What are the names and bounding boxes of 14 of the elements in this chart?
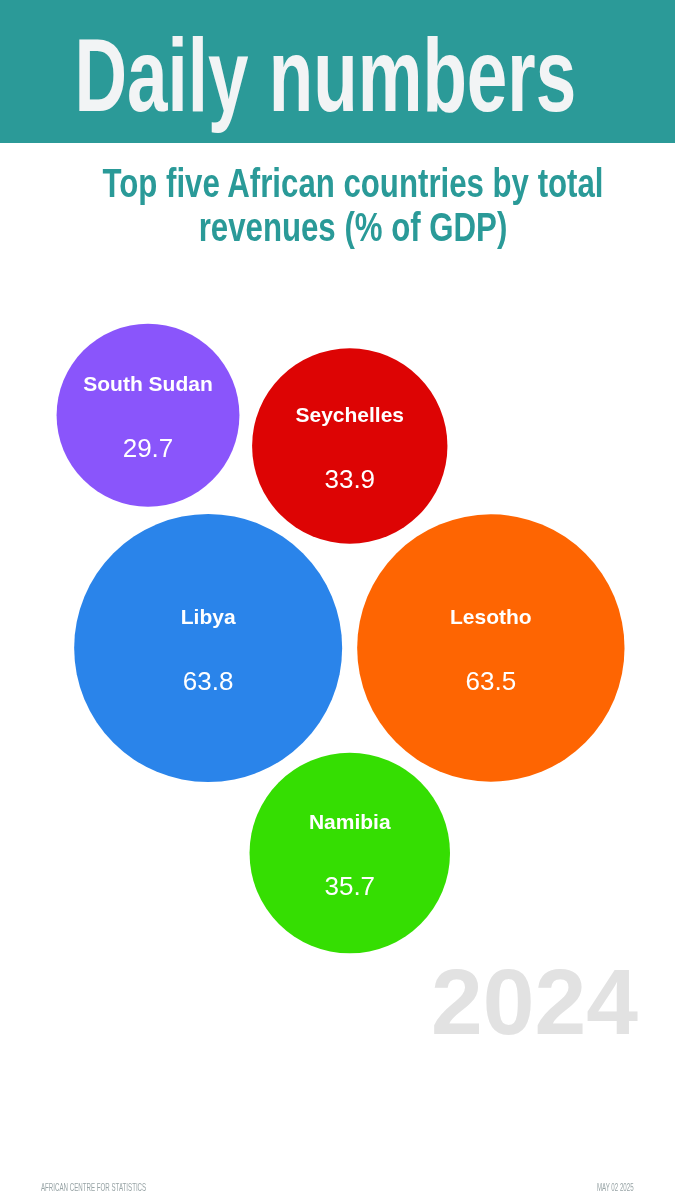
text: AFRICAN CENTRE FOR STATISTICS — [41, 1181, 147, 1194]
category-label: South Sudan — [83, 372, 213, 396]
data-label: 35.7 — [324, 871, 376, 902]
data-label: 63.5 — [465, 666, 517, 696]
text: Top five African countries by total revenues (% of GDP) — [101, 161, 604, 249]
text: Daily numbers — [74, 16, 577, 135]
data-label: 29.7 — [122, 433, 174, 464]
data-label: 33.9 — [324, 464, 376, 495]
category-label: Namibia — [308, 810, 391, 834]
category-label: Libya — [180, 605, 236, 628]
data-label: 63.8 — [182, 666, 234, 696]
category-label: Lesotho — [450, 605, 532, 628]
category-label: Seychelles — [295, 403, 405, 427]
text: MAY 02 2025 — [597, 1181, 634, 1194]
